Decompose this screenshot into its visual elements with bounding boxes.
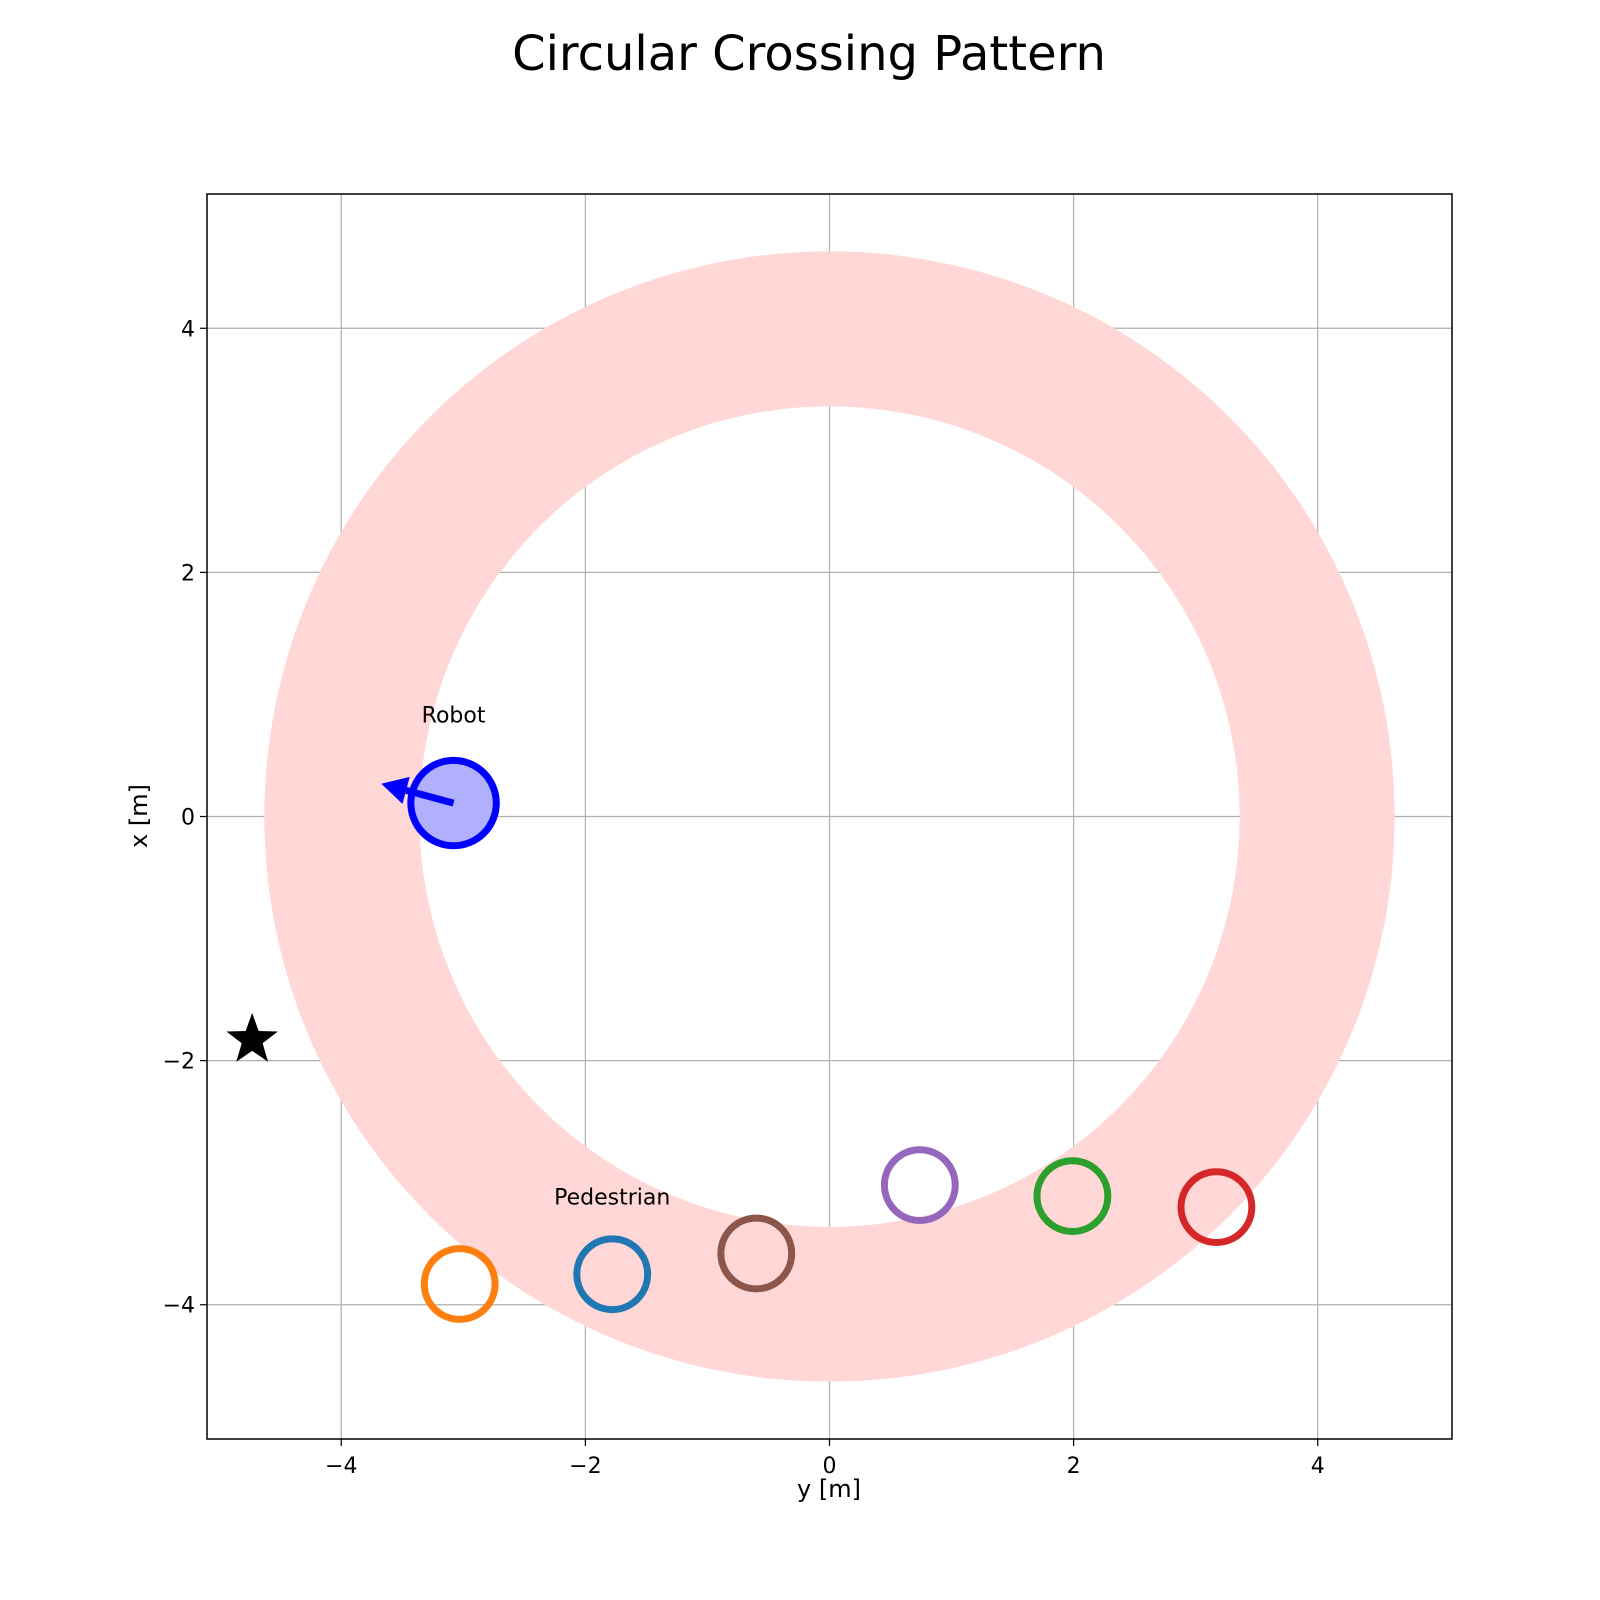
y-tick-label-1: −2 [163,1050,195,1075]
pedestrian-circle-1 [573,1235,652,1314]
x-tick-label-0: −4 [325,1454,357,1479]
x-axis-ticks: −4 −2 0 2 4 [325,1439,1325,1479]
x-tick-label-2: 0 [823,1454,837,1479]
x-axis-label: y [m] [797,1475,861,1503]
goal-star-marker [226,1012,278,1062]
pedestrian-circle-0 [420,1245,499,1323]
x-tick-label-4: 4 [1311,1454,1325,1479]
x-tick-label-3: 2 [1067,1454,1081,1479]
x-tick-label-1: −2 [569,1454,601,1479]
chart-title: Circular Crossing Pattern [512,26,1106,82]
robot-label: Robot [422,703,486,728]
robot-heading-line [405,786,455,807]
robot-heading-arrowhead [381,776,410,804]
y-tick-label-4: 4 [181,317,195,342]
pedestrian-circle-5 [1177,1168,1256,1246]
pedestrian-circle-2 [717,1214,796,1293]
pedestrian-circle-3 [880,1146,959,1225]
y-axis-label: x [m] [125,784,153,848]
y-axis-ticks: −4 −2 0 2 4 [163,317,207,1319]
y-tick-label-3: 2 [181,561,195,586]
pedestrian-circle-4 [1033,1157,1112,1235]
pedestrians [420,1146,1256,1323]
plot-area: Robot Pedestrian [206,193,1453,1440]
y-tick-label-0: −4 [163,1294,195,1319]
y-tick-label-2: 0 [181,806,195,831]
robot [381,756,500,850]
pedestrian-label: Pedestrian [554,1186,670,1211]
